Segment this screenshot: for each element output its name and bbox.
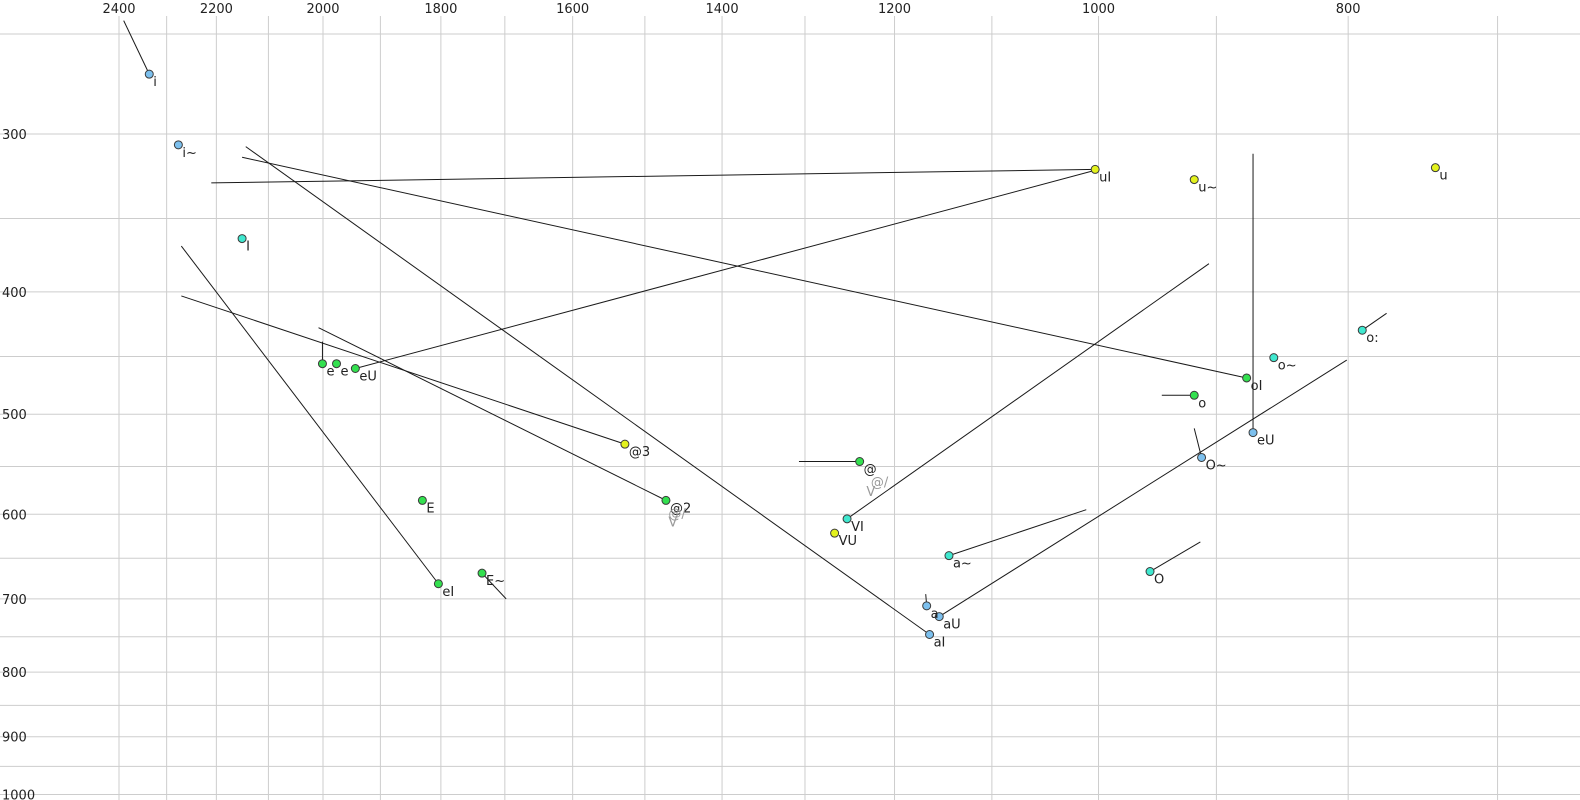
- point-label: o:: [1366, 331, 1378, 346]
- point-label: oI: [1251, 379, 1263, 394]
- data-point: [1248, 428, 1258, 438]
- data-point: [830, 528, 840, 538]
- point-label: VI: [851, 520, 864, 535]
- trajectories: [123, 20, 1387, 635]
- data-point: [1090, 164, 1100, 174]
- data-point: [855, 457, 865, 467]
- y-tick-label: 300: [2, 128, 27, 143]
- y-tick-label: 600: [2, 508, 27, 523]
- data-point: [237, 234, 247, 244]
- point-label: @/: [668, 507, 686, 522]
- point-label: eU: [359, 369, 377, 384]
- data-point: [350, 363, 360, 373]
- x-tick-label: 1600: [556, 2, 589, 17]
- data-point: [620, 439, 630, 449]
- point-label: i~: [182, 146, 197, 161]
- point-label: e: [341, 365, 349, 380]
- trajectory-line: [1193, 428, 1203, 458]
- point-label: a~: [953, 557, 972, 572]
- trajectory-line: [180, 245, 439, 585]
- trajectory-line: [1361, 312, 1387, 331]
- y-tick-label: 900: [2, 731, 27, 746]
- trajectory-line: [1149, 541, 1201, 572]
- data-point: [1357, 325, 1367, 335]
- x-tick-label: 800: [1336, 2, 1361, 17]
- data-point: [842, 514, 852, 524]
- data-point: [1269, 353, 1279, 363]
- data-point: [925, 630, 935, 640]
- point-label: @: [864, 463, 877, 478]
- point-label: E: [426, 501, 434, 516]
- point-label: O~: [1206, 458, 1227, 473]
- point-label: V: [668, 515, 677, 530]
- x-tick-label: 2200: [200, 2, 233, 17]
- x-tick-label: 1400: [706, 2, 739, 17]
- point-label: u: [1439, 169, 1447, 184]
- point-label: I: [246, 240, 250, 255]
- data-point: [433, 579, 443, 589]
- tick-labels: 2400 2200 2000 1800 1600 1400 1200 1000 800 300 40…: [2, 2, 1361, 800]
- data-point: [944, 551, 954, 561]
- grid: [0, 16, 1580, 800]
- x-tick-label: 1000: [1082, 2, 1115, 17]
- data-point: [1242, 373, 1252, 383]
- data-points: [144, 69, 1440, 640]
- x-tick-label: 1800: [424, 2, 457, 17]
- trajectory-line: [948, 509, 1087, 557]
- trajectory-line: [938, 359, 1348, 618]
- point-label: o: [1198, 396, 1206, 411]
- trajectory-line: [123, 20, 150, 75]
- point-label: aI: [934, 636, 946, 651]
- x-tick-label: 2400: [102, 2, 135, 17]
- x-tick-label: 2000: [306, 2, 339, 17]
- data-point: [934, 612, 944, 622]
- data-point: [173, 140, 183, 150]
- point-label: eI: [442, 585, 454, 600]
- point-label: O: [1154, 573, 1164, 588]
- data-point: [1189, 175, 1199, 185]
- y-tick-label: 800: [2, 666, 27, 681]
- trajectory-line: [846, 263, 1210, 520]
- point-label: uI: [1099, 170, 1111, 185]
- trajectory-line: [241, 156, 1247, 379]
- data-point: [417, 495, 427, 505]
- trajectory-line: [318, 327, 667, 501]
- data-point: [1430, 163, 1440, 173]
- data-point: [922, 601, 932, 611]
- point-label: V: [866, 485, 875, 500]
- point-label: a: [931, 607, 939, 622]
- data-point: [1189, 390, 1199, 400]
- trajectory-line: [355, 168, 1099, 369]
- data-point: [144, 69, 154, 79]
- point-label: @2: [670, 501, 691, 516]
- trajectory-line: [211, 168, 1096, 184]
- data-point: [1197, 452, 1207, 462]
- point-label: eU: [1257, 434, 1275, 449]
- point-label: aU: [943, 618, 960, 633]
- trajectory-line: [481, 572, 507, 600]
- point-label: @3: [629, 445, 650, 460]
- y-tick-label: 1000: [2, 789, 35, 800]
- point-label: E~: [486, 574, 505, 589]
- y-tick-label: 700: [2, 593, 27, 608]
- data-point: [317, 359, 327, 369]
- data-point: [332, 359, 342, 369]
- point-label: o~: [1278, 359, 1297, 374]
- data-point: [477, 568, 487, 578]
- x-tick-label: 1200: [878, 2, 911, 17]
- point-labels: ii~Ie e eUEeIE~@3@2@/V@@/VVIVUa~aaUaIOuIu~…: [153, 75, 1447, 650]
- y-tick-label: 500: [2, 408, 27, 423]
- data-point: [1145, 567, 1155, 577]
- point-label: i: [153, 75, 157, 90]
- trajectory-line: [245, 146, 930, 635]
- point-label: u~: [1198, 181, 1217, 196]
- point-label: e: [326, 365, 334, 380]
- point-label: @/: [871, 475, 889, 490]
- y-tick-label: 400: [2, 286, 27, 301]
- point-label: VU: [839, 534, 857, 549]
- data-point: [661, 495, 671, 505]
